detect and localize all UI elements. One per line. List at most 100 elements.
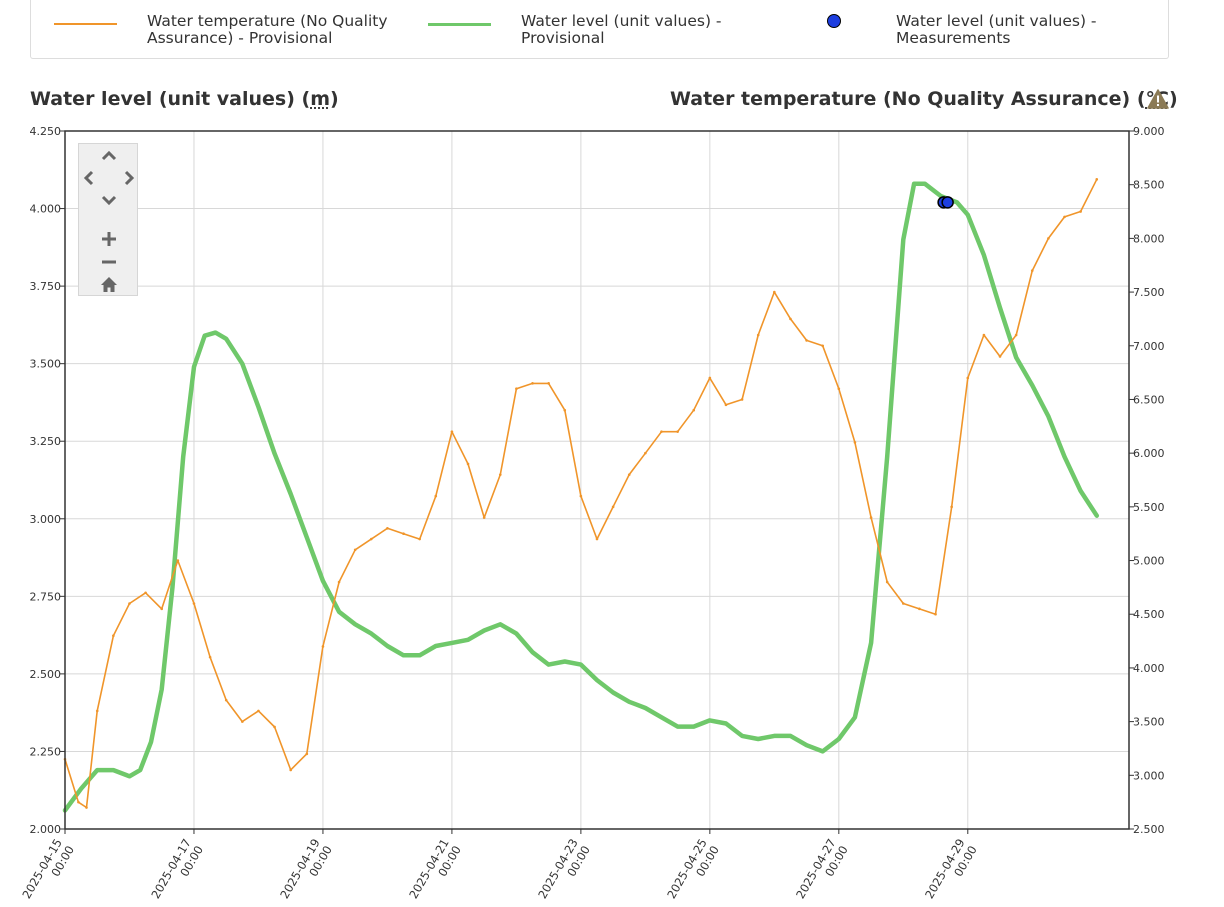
legend-label-line1: Water level (unit values) - <box>521 12 722 30</box>
water-temperature-point <box>386 527 389 530</box>
water-temperature-point <box>789 317 792 321</box>
right-tick-label: 4.000 <box>1133 662 1165 675</box>
water-temperature-point <box>853 441 857 444</box>
left-tick-label: 3.000 <box>30 513 62 526</box>
legend-label-line2: Assurance) - Provisional <box>147 29 333 47</box>
water-temperature-point <box>241 720 244 723</box>
water-temperature-point <box>208 655 212 659</box>
water-temperature-point <box>192 602 196 605</box>
left-axis-title-suffix: ) <box>330 88 339 110</box>
right-tick-label: 3.000 <box>1133 769 1165 782</box>
water-temperature-point <box>869 516 873 519</box>
water-temperature-point <box>1063 215 1066 219</box>
right-axis-title-suffix: ) <box>1169 88 1178 110</box>
water-temperature-point <box>724 403 728 407</box>
left-tick-label: 4.250 <box>30 125 62 138</box>
water-temperature-point <box>1047 237 1050 240</box>
measurement-point <box>941 196 954 209</box>
legend-swatch-water-temperature[interactable] <box>54 23 117 25</box>
home-icon[interactable] <box>99 275 119 295</box>
water-temperature-point <box>708 376 712 380</box>
right-tick-label: 4.500 <box>1133 608 1165 621</box>
water-temperature-point <box>918 607 921 611</box>
right-tick-label: 2.500 <box>1133 823 1165 836</box>
water-temperature-point <box>1095 178 1099 181</box>
legend-label-line1: Water level (unit values) - <box>896 12 1097 30</box>
legend-item-water-temperature[interactable]: Water temperature (No Quality Assurance)… <box>147 13 388 47</box>
left-axis-unit[interactable]: m <box>310 88 331 110</box>
chevron-down-icon[interactable] <box>99 190 119 210</box>
water-temperature-point <box>627 473 631 476</box>
warning-icon[interactable] <box>1147 89 1169 109</box>
left-tick-label: 2.500 <box>30 668 62 681</box>
legend-item-measurements[interactable]: Water level (unit values) - Measurements <box>896 13 1097 47</box>
left-tick-label: 3.750 <box>30 280 62 293</box>
water-temperature-point <box>95 709 99 713</box>
water-temperature-point <box>418 537 421 541</box>
minus-icon[interactable] <box>99 252 119 272</box>
left-tick-label: 3.500 <box>30 358 62 371</box>
left-axis-title-prefix: Water level (unit values) ( <box>30 88 311 110</box>
left-axis-ticks: 2.000 2.250 2.500 2.750 3.000 3.250 3.500 3.750… <box>30 125 65 836</box>
water-temperature-point <box>579 494 583 498</box>
water-temperature-point <box>998 355 1002 358</box>
water-temperature-point <box>821 344 824 348</box>
water-temperature-point <box>611 505 615 509</box>
water-temperature-point <box>966 376 970 380</box>
water-temperature-point <box>305 752 309 756</box>
water-temperature-point <box>289 768 292 772</box>
right-tick-label: 6.000 <box>1133 447 1165 460</box>
right-tick-label: 7.000 <box>1133 340 1165 353</box>
left-axis-title: Water level (unit values) (m) <box>30 88 339 110</box>
legend-swatch-measurements[interactable] <box>827 14 841 28</box>
legend-swatch-water-level[interactable] <box>428 23 491 26</box>
pan-zoom-control <box>78 143 138 296</box>
water-temperature-point <box>77 800 80 804</box>
chart-legend: Water temperature (No Quality Assurance)… <box>30 0 1169 59</box>
chevron-up-icon[interactable] <box>99 146 119 166</box>
water-temperature-point <box>805 339 808 342</box>
water-temperature-point <box>434 494 438 498</box>
water-temperature-line <box>64 178 1098 809</box>
series-layer <box>62 178 1100 813</box>
water-temperature-point <box>676 430 679 433</box>
right-tick-label: 5.000 <box>1133 555 1165 568</box>
plus-icon[interactable] <box>99 229 119 249</box>
water-temperature-point <box>85 806 88 809</box>
left-tick-label: 2.000 <box>30 823 62 836</box>
water-temperature-point <box>128 602 131 605</box>
water-temperature-point <box>498 473 502 476</box>
legend-label-line2: Measurements <box>896 29 1011 47</box>
water-temperature-point <box>353 548 357 552</box>
water-temperature-point <box>773 290 776 294</box>
water-temperature-point <box>547 382 550 385</box>
water-temperature-point <box>982 333 986 337</box>
water-temperature-point <box>1030 269 1034 272</box>
legend-item-water-level[interactable]: Water level (unit values) - Provisional <box>521 13 722 47</box>
water-temperature-point <box>692 408 696 412</box>
right-tick-label: 8.500 <box>1133 179 1165 192</box>
water-temperature-point <box>837 387 841 391</box>
plot-frame <box>64 130 1130 830</box>
right-tick-label: 8.000 <box>1133 232 1165 245</box>
water-temperature-point <box>531 382 534 385</box>
water-temperature-point <box>321 645 325 648</box>
left-tick-label: 2.750 <box>30 590 62 603</box>
right-tick-label: 7.500 <box>1133 286 1165 299</box>
chevron-right-icon[interactable] <box>119 168 139 188</box>
water-temperature-point <box>660 430 663 433</box>
water-temperature-point <box>1014 333 1018 337</box>
water-temperature-point <box>160 607 164 611</box>
water-temperature-point <box>934 612 937 616</box>
chevron-left-icon[interactable] <box>79 168 99 188</box>
water-temperature-point <box>1079 210 1082 213</box>
water-level-line <box>62 181 1100 813</box>
